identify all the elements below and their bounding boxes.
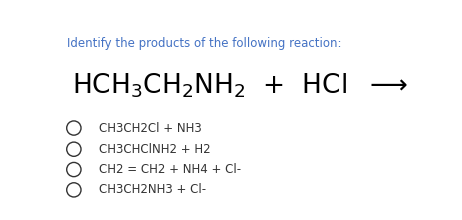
Text: $\mathregular{HCH_3CH_2NH_2}$  +  HCl  $\longrightarrow$: $\mathregular{HCH_3CH_2NH_2}$ + HCl $\lo… [72, 72, 408, 100]
Text: CH2 = CH2 + NH4 + Cl-: CH2 = CH2 + NH4 + Cl- [99, 163, 241, 176]
Text: CH3CH2Cl + NH3: CH3CH2Cl + NH3 [99, 121, 202, 135]
Text: CH3CHClNH2 + H2: CH3CHClNH2 + H2 [99, 143, 211, 156]
Text: Identify the products of the following reaction:: Identify the products of the following r… [67, 37, 341, 50]
Text: CH3CH2NH3 + Cl-: CH3CH2NH3 + Cl- [99, 183, 206, 196]
